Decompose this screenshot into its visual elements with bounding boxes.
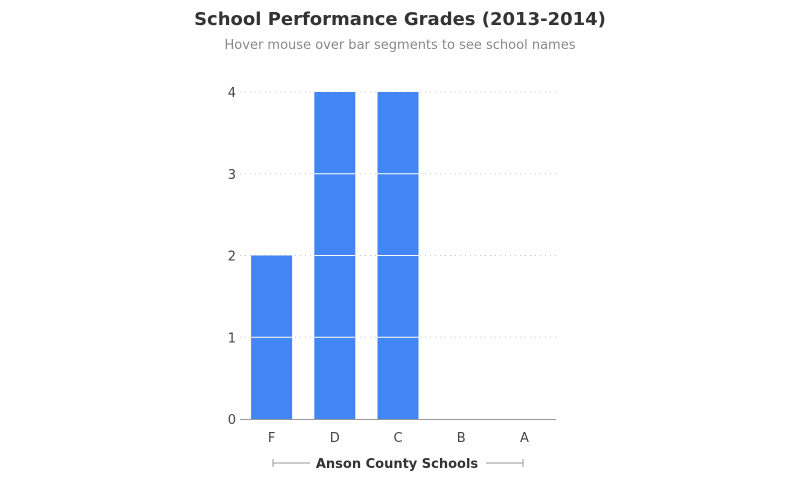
y-tick-label: 3 <box>228 168 236 183</box>
y-tick-label: 0 <box>228 413 236 428</box>
x-tick-label: D <box>330 431 340 446</box>
y-axis-ticks: 0 1 2 3 4 <box>228 86 236 428</box>
y-tick-label: 2 <box>228 250 236 265</box>
x-tick-label: A <box>520 431 529 446</box>
y-tick-label: 4 <box>228 86 236 101</box>
x-tick-label: B <box>457 431 466 446</box>
y-tick-label: 1 <box>228 331 236 346</box>
chart-subtitle: Hover mouse over bar segments to see sch… <box>224 38 576 53</box>
x-tick-label: F <box>268 431 275 446</box>
bars <box>251 92 419 419</box>
x-axis-title: Anson County Schools <box>272 457 524 472</box>
chart-title: School Performance Grades (2013-2014) <box>194 9 606 30</box>
x-axis-label: Anson County Schools <box>316 457 479 472</box>
x-tick-label: C <box>393 431 402 446</box>
